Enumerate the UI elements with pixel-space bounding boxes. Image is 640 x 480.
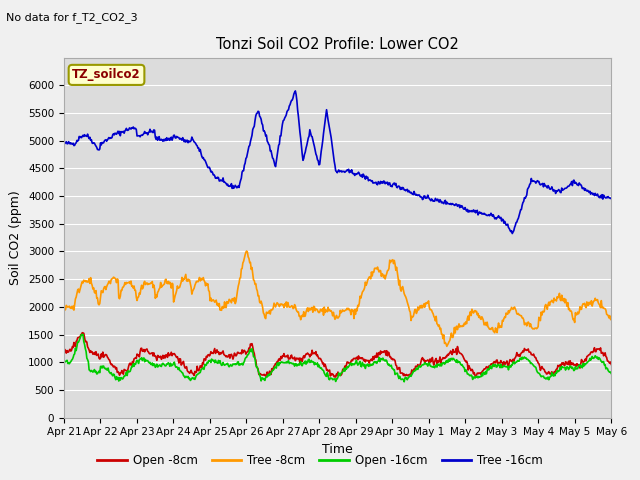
Text: TZ_soilco2: TZ_soilco2 (72, 68, 141, 82)
Legend: Open -8cm, Tree -8cm, Open -16cm, Tree -16cm: Open -8cm, Tree -8cm, Open -16cm, Tree -… (93, 449, 547, 472)
Y-axis label: Soil CO2 (ppm): Soil CO2 (ppm) (10, 190, 22, 285)
Text: No data for f_T2_CO2_3: No data for f_T2_CO2_3 (6, 12, 138, 23)
Title: Tonzi Soil CO2 Profile: Lower CO2: Tonzi Soil CO2 Profile: Lower CO2 (216, 37, 459, 52)
X-axis label: Time: Time (322, 443, 353, 456)
